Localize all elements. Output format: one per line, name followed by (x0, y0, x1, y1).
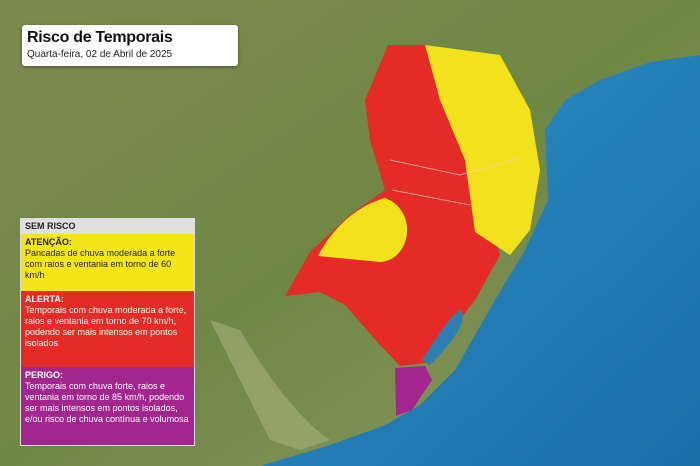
legend-label: ATENÇÃO: (25, 237, 72, 247)
legend-label: ALERTA: (25, 294, 64, 304)
legend-text: Pancadas de chuva moderada a forte com r… (25, 248, 176, 280)
border-line (389, 157, 521, 206)
subtitle: Quarta-feira, 02 de Abril de 2025 (27, 49, 173, 60)
lagoon (422, 310, 463, 365)
attention-zone (425, 45, 540, 255)
legend-item: ALERTA: Temporais com chuva moderada a fo… (21, 291, 194, 367)
legend-text: Temporais com chuva forte, raios e venta… (25, 381, 189, 424)
legend-label: PERIGO: (25, 370, 64, 380)
legend-label: SEM RISCO (25, 221, 76, 231)
title: Risco de Temporais (27, 29, 173, 46)
danger-zone (395, 366, 432, 416)
legend-item: SEM RISCO (21, 219, 194, 234)
title-box: Risco de Temporais Quarta-feira, 02 de A… (22, 25, 238, 66)
plain (210, 320, 330, 450)
ocean (260, 55, 700, 466)
legend-item: ATENÇÃO: Pancadas de chuva moderada a for… (21, 234, 194, 291)
attention-zone (318, 198, 408, 262)
legend-item: PERIGO: Temporais com chuva forte, raios … (21, 367, 194, 445)
legend-text: Temporais com chuva moderada a forte, ra… (25, 305, 187, 348)
legend: SEM RISCO ATENÇÃO: Pancadas de chuva mode… (20, 218, 195, 446)
